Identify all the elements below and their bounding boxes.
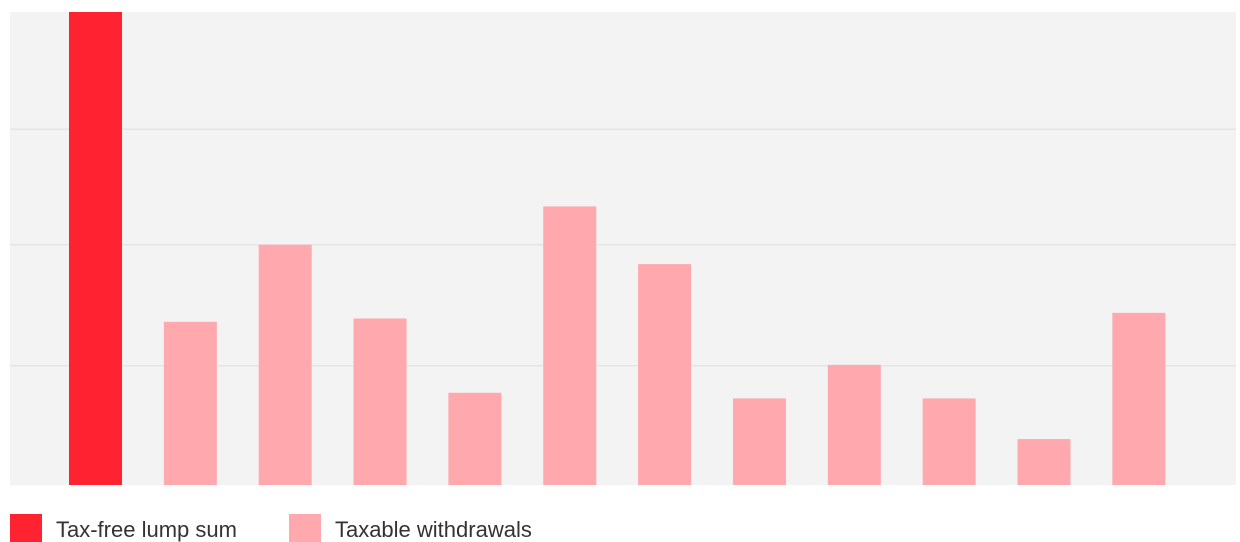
bar-taxable-3 — [258, 244, 312, 485]
legend-swatch-tax-free — [10, 514, 42, 542]
legend-item-taxable: Taxable withdrawals — [288, 514, 532, 542]
bar-taxable-10 — [922, 398, 976, 485]
bar-taxable-8 — [732, 398, 786, 485]
legend: Tax-free lump sum Taxable withdrawals — [10, 514, 584, 542]
bar-taxable-6 — [543, 206, 597, 485]
legend-item-tax-free: Tax-free lump sum — [10, 514, 237, 542]
bar-taxable-2 — [163, 321, 217, 485]
bar-taxable-12 — [1112, 312, 1166, 485]
bar-chart — [10, 12, 1236, 485]
bar-taxable-4 — [353, 318, 407, 485]
legend-label-taxable: Taxable withdrawals — [334, 517, 532, 542]
legend-label-tax-free: Tax-free lump sum — [56, 517, 237, 542]
bar-taxable-9 — [827, 364, 881, 485]
bar-tax-free-1 — [69, 12, 122, 485]
bar-taxable-7 — [638, 264, 692, 485]
bars — [69, 12, 1166, 485]
bar-taxable-5 — [448, 392, 502, 485]
bar-taxable-11 — [1017, 439, 1071, 485]
legend-swatch-taxable — [288, 514, 321, 542]
